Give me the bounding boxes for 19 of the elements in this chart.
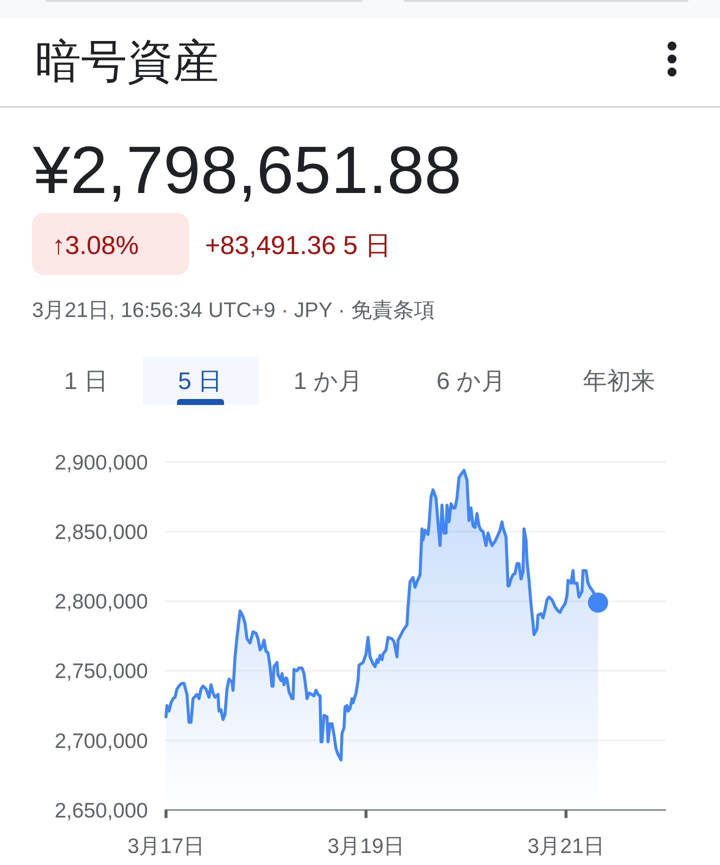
x-tick-label: 3月21日: [527, 835, 605, 858]
text: 1 か月: [293, 368, 363, 395]
x-tick-label: 3月19日: [327, 835, 405, 858]
y-tick-label: 2,900,000: [54, 451, 148, 474]
text: 6 か月: [436, 368, 506, 395]
y-tick-label: 2,750,000: [54, 660, 148, 684]
y-tick-label: 2,800,000: [54, 590, 148, 614]
text: 年初来: [583, 368, 655, 395]
chart-title: 暗号資産: [35, 35, 219, 87]
y-tick-label: 2,650,000: [54, 799, 148, 822]
y-tick-label: 2,850,000: [54, 520, 148, 544]
chart-subtitle: ¥2,798,651.88: [32, 133, 462, 208]
y-tick-label: 2,700,000: [54, 730, 148, 753]
text: 1 日: [64, 368, 108, 395]
text: 3月21日, 16:56:34 UTC+9 · JPY · 免責条項: [32, 299, 435, 322]
text: ↑3.08%: [52, 230, 139, 260]
text: 5 日: [178, 368, 222, 395]
text: +83,491.36 5 日: [205, 230, 391, 260]
x-tick-label: 3月17日: [127, 835, 205, 858]
